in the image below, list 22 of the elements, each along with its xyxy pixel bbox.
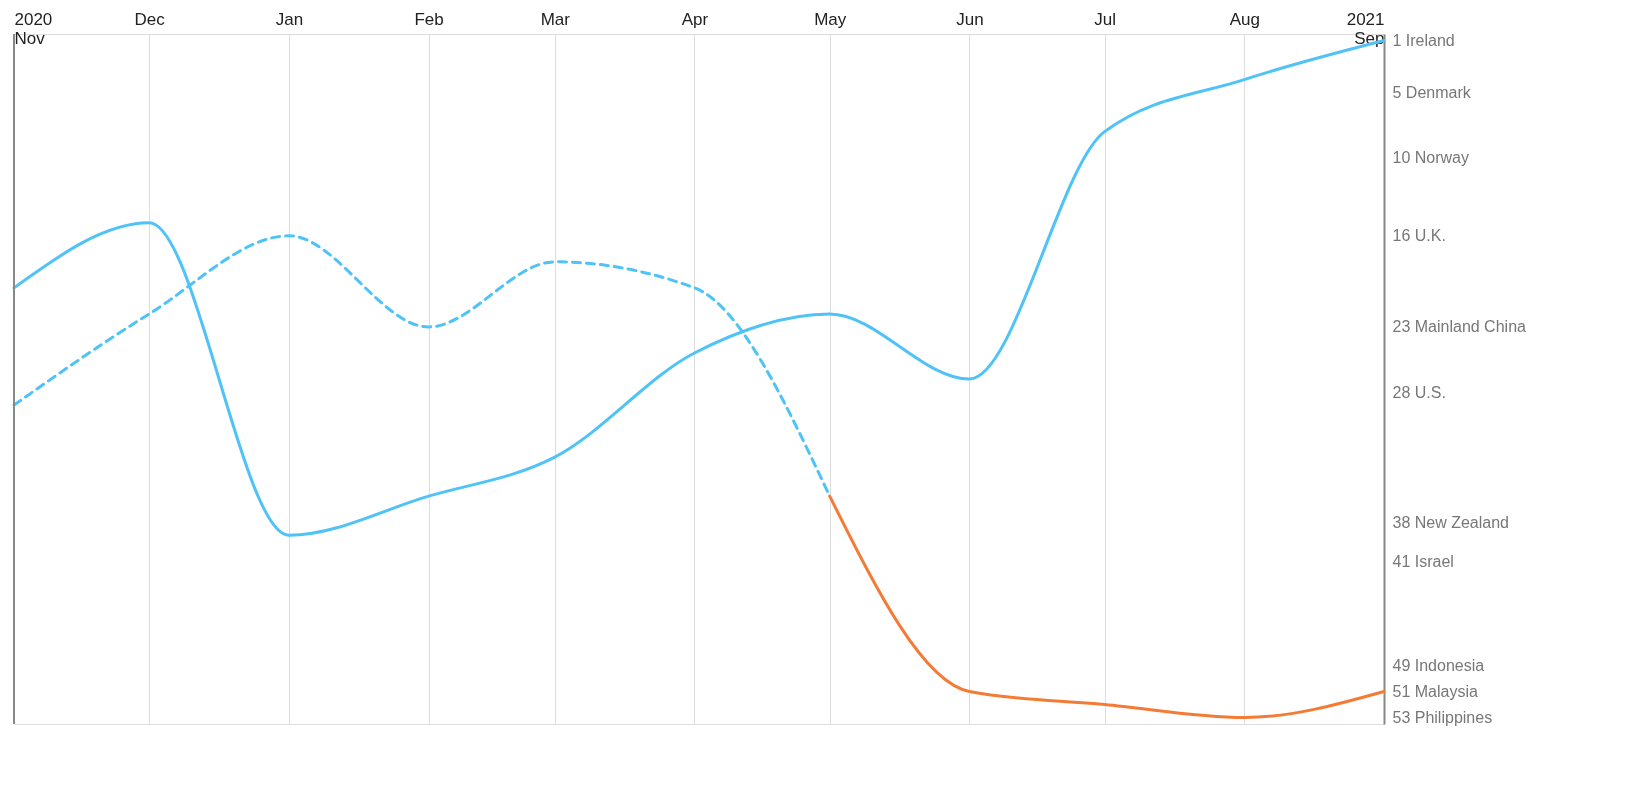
x-tick-label: Jul [1094, 9, 1116, 29]
y-tick-label: 38 New Zealand [1392, 513, 1510, 531]
x-tick-label: Dec [134, 9, 166, 29]
y-tick-label: 16 U.K. [1392, 227, 1446, 245]
y-tick-label: 1 Ireland [1392, 32, 1455, 50]
y-tick-label: 49 Indonesia [1392, 656, 1485, 674]
x-tick-label: Feb [414, 9, 444, 29]
x-tick-label: Aug [1229, 9, 1260, 29]
y-tick-label: 28 U.S. [1392, 383, 1446, 401]
x-tick-label: May [814, 9, 847, 29]
line-series [828, 494, 1386, 719]
x-tick-label: Jan [275, 9, 304, 29]
x-tick-label: Apr [681, 9, 709, 29]
y-tick-label: 51 Malaysia [1392, 682, 1478, 700]
y-tick-label: 10 Norway [1392, 149, 1469, 167]
y-tick-label: 5 Denmark [1392, 84, 1472, 102]
x-tick-label: Mar [540, 9, 571, 29]
x-tick-label: Jun [956, 9, 984, 29]
y-tick-label: 23 Mainland China [1392, 318, 1527, 336]
y-tick-label: 41 Israel [1392, 552, 1454, 570]
x-tick-label: 2020 Nov [14, 9, 53, 48]
y-tick-label: 53 Philippines [1392, 708, 1493, 726]
